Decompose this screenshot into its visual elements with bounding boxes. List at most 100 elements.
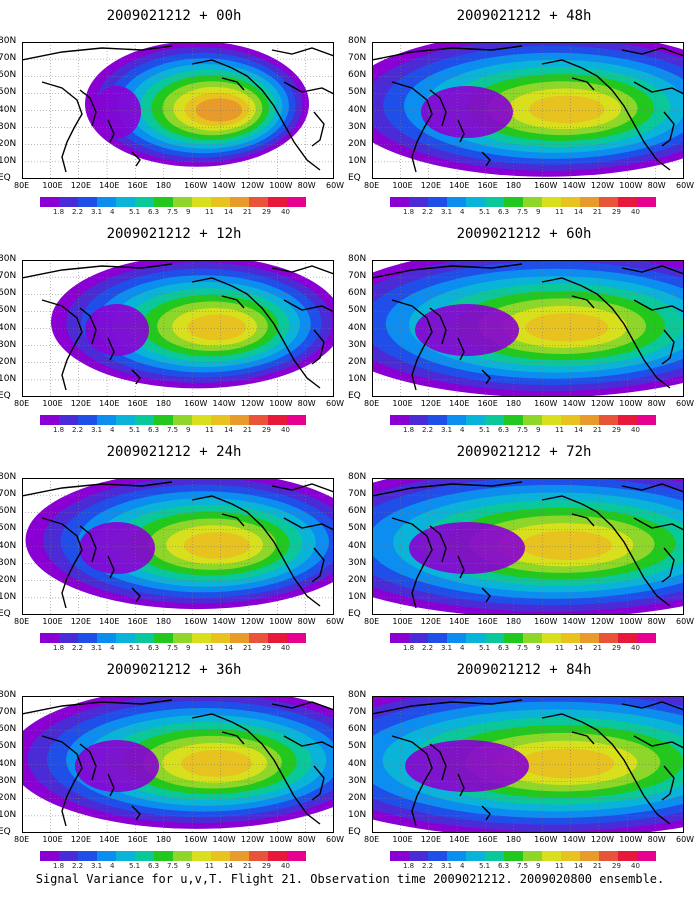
coastline — [107, 337, 115, 361]
longitude-label: 160E — [477, 617, 498, 626]
colorbar-label: 21 — [243, 862, 252, 870]
colorbar-label: 3.1 — [91, 862, 103, 870]
latitude-label: 20N — [0, 356, 17, 367]
colorbar-swatch — [78, 415, 98, 425]
colorbar-swatch — [135, 851, 155, 861]
colorbar-swatch — [561, 197, 581, 207]
coastline — [41, 735, 83, 827]
longitude-label: 140E — [99, 617, 120, 626]
colorbar-label: 2.2 — [422, 862, 434, 870]
longitude-label: 100W — [619, 617, 643, 626]
colorbar-label: 4 — [110, 426, 115, 434]
colorbar-label: 5.1 — [479, 208, 491, 216]
coastline — [633, 517, 684, 531]
longitude-label: 160E — [127, 617, 148, 626]
latitude-label: 20N — [0, 574, 17, 585]
colorbar-label: 14 — [224, 862, 233, 870]
colorbar-label: 21 — [593, 208, 602, 216]
colorbar-swatch — [287, 197, 306, 207]
colorbar-swatch — [390, 415, 410, 425]
colorbar-swatch — [523, 633, 543, 643]
colorbar-label: 3.1 — [441, 862, 453, 870]
longitude-label: 160W — [184, 181, 208, 190]
colorbar-swatch — [78, 633, 98, 643]
latitude-label: 10N — [348, 809, 367, 820]
longitude-label: 140W — [562, 399, 586, 408]
colorbar-label: 11 — [205, 426, 214, 434]
coastline — [79, 307, 97, 345]
colorbar — [390, 851, 656, 861]
coastline — [571, 295, 595, 309]
longitude-label: 120W — [590, 617, 615, 626]
colorbar-swatch — [116, 633, 136, 643]
colorbar-swatch — [466, 633, 486, 643]
colorbar-swatch — [485, 851, 505, 861]
coastline — [571, 731, 595, 745]
longitude-label: 100E — [42, 617, 63, 626]
colorbar-swatch — [542, 415, 562, 425]
coastline — [391, 81, 433, 173]
colorbar-swatch — [154, 197, 174, 207]
contour-band — [181, 749, 253, 777]
colorbar-swatch — [97, 633, 117, 643]
latitude-label: 10N — [348, 373, 367, 384]
coastline — [283, 81, 334, 95]
latitude-label: 60N — [0, 724, 17, 735]
colorbar-swatch — [618, 633, 638, 643]
colorbar-swatch — [428, 415, 448, 425]
longitude-label: 160W — [534, 617, 558, 626]
latitude-label: 70N — [0, 707, 17, 718]
colorbar-label: 40 — [281, 644, 290, 652]
coastline — [22, 45, 173, 61]
colorbar-label: 3.1 — [441, 644, 453, 652]
latitude-label: 40N — [348, 758, 367, 769]
latitude-label: 50N — [348, 523, 367, 534]
latitude-label: 10N — [0, 373, 17, 384]
colorbar-label: 40 — [281, 426, 290, 434]
latitude-label: 40N — [0, 104, 17, 115]
colorbar-swatch — [230, 633, 250, 643]
colorbar-label: 1.8 — [403, 644, 415, 652]
colorbar-label: 9 — [536, 862, 541, 870]
coastline — [541, 59, 671, 171]
longitude-label: 160E — [127, 181, 148, 190]
colorbar-label: 3.1 — [91, 644, 103, 652]
coastline — [271, 701, 334, 711]
coastline — [571, 513, 595, 527]
panel-title: 2009021212 + 72h — [456, 444, 592, 460]
colorbar-swatch — [409, 197, 429, 207]
latitude-label: 30N — [0, 775, 17, 786]
map-panel: 2009021212 + 48h 80N 70N 60N 50N 40N 30N 20N 10N… — [348, 8, 698, 223]
longitude-label: 80W — [297, 617, 316, 626]
contour-band — [521, 530, 613, 560]
coastline — [22, 481, 173, 497]
latitude-label: EQ — [348, 609, 361, 619]
colorbar-label: 1.8 — [403, 208, 415, 216]
coastline — [457, 555, 465, 579]
colorbar-label: 9 — [186, 644, 191, 652]
colorbar-swatch — [230, 415, 250, 425]
latitude-label: 60N — [348, 288, 367, 299]
longitude-label: 160W — [534, 181, 558, 190]
coastline — [107, 773, 115, 797]
colorbar-swatch — [618, 197, 638, 207]
latitude-label: 80N — [0, 690, 17, 700]
longitude-label: 80W — [647, 399, 666, 408]
longitude-label: 80W — [297, 399, 316, 408]
longitude-label: 120E — [70, 181, 92, 190]
longitude-label: 140E — [449, 835, 470, 844]
colorbar-label: 7.5 — [167, 862, 179, 870]
colorbar-label: 21 — [593, 862, 602, 870]
colorbar-swatch — [59, 633, 79, 643]
longitude-label: 80W — [647, 835, 666, 844]
colorbar-label: 1.8 — [403, 862, 415, 870]
latitude-label: EQ — [348, 827, 361, 837]
colorbar-swatch — [580, 851, 600, 861]
latitude-label: 10N — [0, 809, 17, 820]
longitude-label: 120W — [590, 181, 615, 190]
longitude-label: 120W — [590, 399, 615, 408]
coastline — [633, 81, 684, 95]
latitude-label: 70N — [348, 53, 367, 64]
longitude-label: 100E — [42, 835, 63, 844]
longitude-label: 100E — [392, 835, 413, 844]
